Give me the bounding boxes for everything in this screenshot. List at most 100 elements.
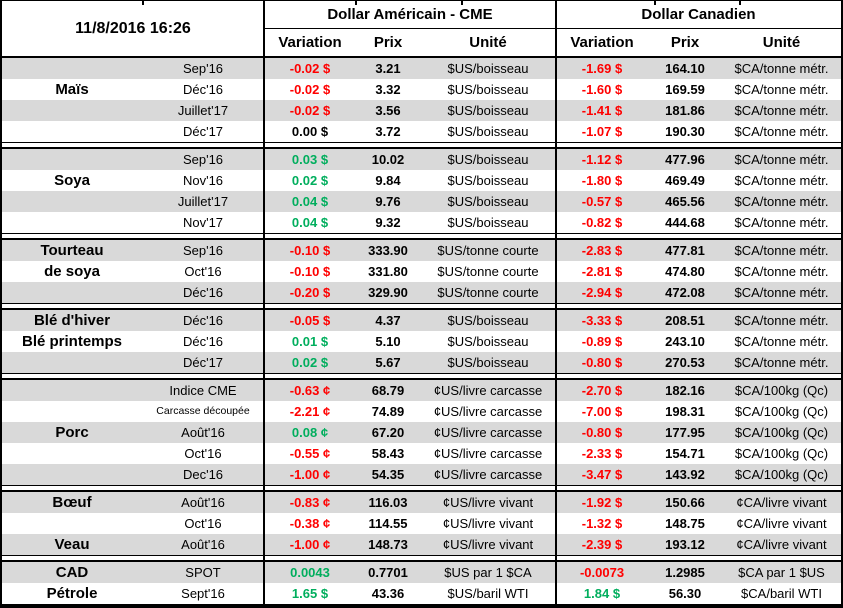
us-price-cell: 54.35	[371, 467, 405, 482]
us-price-cell: 331.80	[368, 264, 408, 279]
us-price-cell: 10.02	[371, 152, 405, 167]
us-price-cell: 9.84	[375, 173, 401, 188]
ca-variation-cell: -1.69 $	[581, 61, 623, 76]
ca-variation-cell: -2.39 $	[581, 537, 623, 552]
month-cell: Nov'16	[182, 173, 224, 188]
ca-unit-cell: $CA/tonne métr.	[734, 82, 829, 97]
month-cell: Indice CME	[169, 383, 237, 398]
commodity-group: Sep'16 0.03 $ 10.02 $US/boisseau -1.12 $ 477.…	[2, 147, 841, 234]
ca-unit-cell: $CA/100kg (Qc)	[734, 467, 829, 482]
group-separator	[2, 143, 841, 147]
us-price-cell: 329.90	[368, 285, 408, 300]
us-variation-cell: 0.0043	[290, 565, 330, 580]
month-cell: Déc'16	[182, 334, 224, 349]
us-unit-cell: $US/boisseau	[447, 313, 529, 328]
us-price-cell: 43.36	[371, 586, 405, 601]
table-row: Oct'16 -0.55 ¢ 58.43 ¢US/livre carcasse -2.3…	[2, 443, 841, 464]
us-unit-cell: ¢US/livre carcasse	[433, 425, 543, 440]
group-separator	[2, 234, 841, 238]
us-price-cell: 333.90	[368, 243, 408, 258]
commodity-label-cell: Blé printemps	[21, 333, 123, 350]
ca-price-cell: 193.12	[665, 537, 705, 552]
ca-unit-cell: $CA par 1 $US	[738, 565, 825, 580]
table-row: Déc'16 -0.20 $ 329.90 $US/tonne courte -2.94…	[2, 282, 841, 303]
table-header: 11/8/2016 16:26 Dollar Américain - CME D…	[2, 1, 841, 56]
us-unit-cell: ¢US/livre vivant	[442, 495, 534, 510]
ca-variation-cell: -1.07 $	[581, 124, 623, 139]
ca-unit-cell: $CA/100kg (Qc)	[734, 446, 829, 461]
column-tick	[739, 1, 741, 5]
group-separator	[2, 486, 841, 490]
ca-price-cell: 477.96	[665, 152, 705, 167]
table-row: Oct'16 -0.38 ¢ 114.55 ¢US/livre vivant -1.32…	[2, 513, 841, 534]
commodity-label-cell: Pétrole	[46, 585, 98, 602]
month-cell: Dec'16	[182, 467, 224, 482]
table-row: Nov'17 0.04 $ 9.32 $US/boisseau -0.82 $ 444.6…	[2, 212, 841, 233]
table-row: Blé printemps Déc'16 0.01 $ 5.10 $US/boissea…	[2, 331, 841, 352]
ca-price-cell: 474.80	[665, 264, 705, 279]
ca-variation-cell: -0.57 $	[581, 194, 623, 209]
commodity-label-cell: CAD	[55, 564, 89, 581]
ca-variation-cell: -1.60 $	[581, 82, 623, 97]
commodity-label-cell: de soya	[44, 263, 100, 280]
table-row: Maïs Déc'16 -0.02 $ 3.32 $US/boisseau -1.60 $…	[2, 79, 841, 100]
us-unit-cell: $US/boisseau	[447, 355, 529, 370]
us-unit-cell: $US/boisseau	[447, 152, 529, 167]
ca-variation-cell: -1.92 $	[581, 495, 623, 510]
ca-price-cell: 208.51	[665, 313, 705, 328]
ca-price-cell: 182.16	[665, 383, 705, 398]
us-unit-cell: ¢US/livre vivant	[442, 537, 534, 552]
ca-price-cell: 477.81	[665, 243, 705, 258]
us-price-cell: 68.79	[371, 383, 405, 398]
month-cell: Oct'16	[184, 516, 222, 531]
us-variation-cell: -0.38 ¢	[289, 516, 331, 531]
table-row: Sep'16 -0.02 $ 3.21 $US/boisseau -1.69 $ 164.…	[2, 58, 841, 79]
commodity-group: Blé d'hiver Déc'16 -0.05 $ 4.37 $US/boisseau…	[2, 308, 841, 374]
table-row: Porc Août'16 0.08 ¢ 67.20 ¢US/livre carcasse…	[2, 422, 841, 443]
us-price-cell: 5.10	[375, 334, 401, 349]
ca-unit-cell: $CA/tonne métr.	[734, 334, 829, 349]
table-row: Juillet'17 -0.02 $ 3.56 $US/boisseau -1.41 $…	[2, 100, 841, 121]
us-variation-cell: 1.65 $	[291, 586, 329, 601]
us-unit-cell: $US/boisseau	[447, 215, 529, 230]
us-variation-cell: -0.20 $	[289, 285, 331, 300]
commodity-label-cell: Soya	[54, 172, 90, 189]
ca-variation-cell: -2.81 $	[581, 264, 623, 279]
us-price-cell: 5.67	[375, 355, 401, 370]
column-tick	[142, 1, 144, 5]
ca-variation-cell: -0.80 $	[581, 425, 623, 440]
month-cell: Carcasse découpée	[156, 405, 250, 417]
cad-variation-header: Variation	[570, 34, 634, 51]
ca-price-cell: 444.68	[665, 215, 705, 230]
us-variation-cell: -0.10 $	[289, 243, 331, 258]
month-cell: Sept'16	[181, 586, 225, 601]
us-variation-cell: 0.02 $	[291, 173, 329, 188]
ca-unit-cell: $CA/tonne métr.	[734, 313, 829, 328]
us-variation-cell: 0.04 $	[291, 194, 329, 209]
month-cell: Août'16	[181, 425, 225, 440]
ca-variation-cell: 1.84 $	[583, 586, 621, 601]
ca-unit-cell: $CA/tonne métr.	[734, 355, 829, 370]
month-cell: Sep'16	[182, 243, 224, 258]
us-price-cell: 4.37	[375, 313, 401, 328]
ca-variation-cell: -1.80 $	[581, 173, 623, 188]
ca-unit-cell: $CA/tonne métr.	[734, 285, 829, 300]
us-price-cell: 9.76	[375, 194, 401, 209]
ca-price-cell: 190.30	[665, 124, 705, 139]
month-cell: Sep'16	[182, 61, 224, 76]
us-price-cell: 3.21	[375, 61, 401, 76]
ca-variation-cell: -1.41 $	[581, 103, 623, 118]
us-variation-cell: -2.21 ¢	[289, 404, 331, 419]
month-cell: Août'16	[181, 495, 225, 510]
column-tick	[461, 1, 463, 5]
month-cell: Sep'16	[182, 152, 224, 167]
us-price-cell: 114.55	[368, 516, 408, 531]
ca-price-cell: 472.08	[665, 285, 705, 300]
month-cell: Déc'17	[182, 355, 224, 370]
table-row: Juillet'17 0.04 $ 9.76 $US/boisseau -0.57 $ 4…	[2, 191, 841, 212]
ca-variation-cell: -3.47 $	[581, 467, 623, 482]
us-unit-cell: ¢US/livre carcasse	[433, 383, 543, 398]
us-unit-cell: ¢US/livre carcasse	[433, 404, 543, 419]
us-variation-cell: -0.02 $	[289, 61, 331, 76]
